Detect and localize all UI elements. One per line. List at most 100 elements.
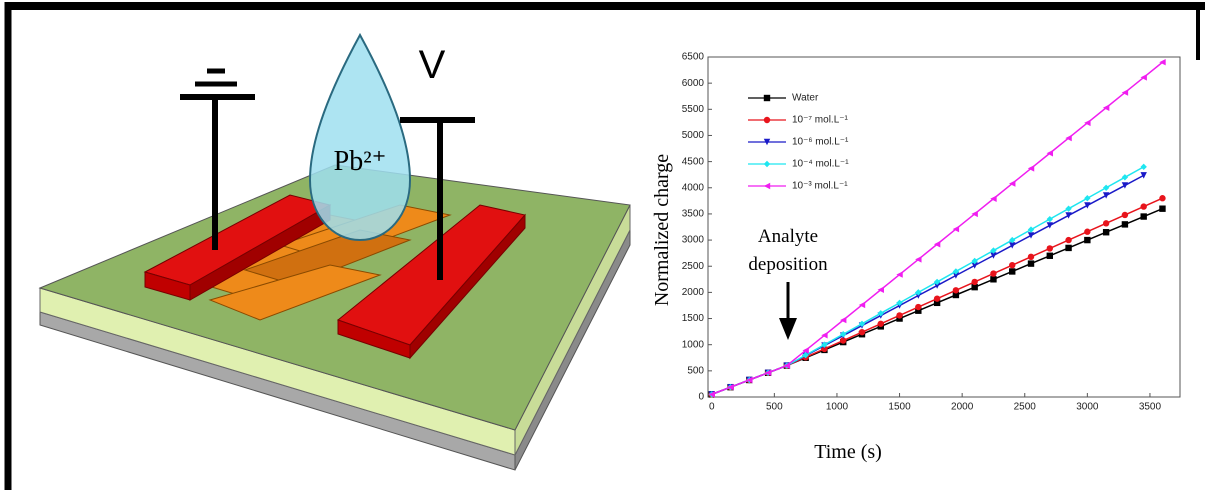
data-point	[708, 391, 715, 398]
data-point	[952, 225, 960, 233]
x-tick-label: 2000	[951, 402, 974, 413]
y-tick-label: 1000	[682, 339, 705, 350]
data-point	[1102, 192, 1110, 199]
data-point	[952, 287, 960, 294]
data-point	[990, 247, 997, 254]
data-point	[783, 362, 791, 369]
drop-label: Pb²⁺	[334, 146, 387, 177]
y-tick-label: 4500	[682, 156, 705, 167]
data-point	[971, 283, 978, 291]
data-point	[1027, 165, 1035, 172]
data-point	[1084, 195, 1091, 202]
annotation-arrowhead	[779, 318, 797, 340]
y-tick-label: 3500	[682, 209, 705, 220]
data-point	[1121, 174, 1129, 181]
data-point	[1084, 228, 1091, 235]
data-point	[1159, 195, 1166, 202]
data-point	[1102, 104, 1110, 111]
legend-label: Water	[792, 93, 819, 104]
legend-marker	[763, 160, 771, 168]
data-point	[1046, 245, 1053, 252]
y-tick-label: 4000	[682, 182, 705, 193]
data-point	[1140, 74, 1147, 81]
droplet	[308, 32, 412, 242]
y-tick-label: 6000	[682, 78, 705, 89]
y-tick-label: 2000	[682, 287, 705, 298]
channel	[208, 264, 382, 321]
data-point	[990, 276, 997, 283]
y-tick-label: 0	[698, 392, 704, 403]
y-tick-label: 1500	[682, 313, 705, 324]
data-point	[821, 332, 828, 339]
annotation: deposition	[748, 254, 828, 275]
data-point	[915, 256, 922, 263]
voltage-label: V	[419, 43, 446, 87]
electrode-right-front	[409, 213, 526, 360]
data-point	[877, 310, 884, 317]
data-point	[840, 331, 847, 338]
data-point	[1046, 215, 1053, 223]
data-point	[1046, 150, 1053, 157]
y-tick-label: 500	[687, 365, 704, 376]
x-tick-label: 1500	[888, 402, 911, 413]
y-tick-label: 5000	[682, 130, 705, 141]
data-point	[990, 270, 997, 277]
data-point	[802, 351, 809, 359]
data-point	[1140, 213, 1147, 220]
data-point	[1084, 119, 1091, 127]
data-point	[858, 320, 866, 327]
data-point	[746, 376, 753, 384]
data-point	[1159, 59, 1166, 66]
data-point	[764, 369, 772, 376]
data-point	[877, 320, 884, 327]
x-tick-label: 3000	[1076, 402, 1099, 413]
data-point	[727, 383, 734, 391]
data-point	[1121, 182, 1129, 189]
data-point	[1009, 242, 1016, 249]
data-point	[933, 299, 941, 307]
data-point	[1140, 172, 1147, 179]
x-tick-label: 2500	[1014, 402, 1037, 413]
data-point	[933, 282, 941, 289]
chart: Time (s) Normalized charge Analyte depos…	[651, 52, 1181, 463]
data-point	[933, 241, 941, 248]
data-point	[1009, 236, 1016, 244]
legend-label: 10⁻⁴ mol.L⁻¹	[792, 159, 849, 170]
data-point	[952, 268, 960, 275]
x-axis-label: Time (s)	[814, 441, 882, 463]
data-point	[840, 337, 847, 344]
y-tick-label: 6500	[682, 52, 705, 63]
data-point	[1009, 268, 1016, 275]
legend-label: 10⁻³ mol.L⁻¹	[792, 181, 848, 192]
x-tick-label: 0	[709, 402, 715, 413]
annotation: Analyte	[758, 226, 818, 247]
data-point	[896, 312, 903, 319]
data-point	[915, 303, 922, 311]
data-point	[821, 341, 828, 348]
data-point	[971, 210, 978, 218]
x-tick-label: 1000	[826, 402, 849, 413]
data-point	[1121, 211, 1129, 219]
data-point	[1102, 229, 1110, 236]
data-point	[1102, 220, 1110, 227]
data-point	[1084, 236, 1091, 244]
device-diagram: Pb²⁺ V	[38, 32, 631, 471]
data-point	[1065, 205, 1072, 212]
data-point	[858, 301, 866, 309]
data-point	[1065, 134, 1072, 142]
y-tick-label: 3000	[682, 235, 705, 246]
data-point	[971, 262, 978, 269]
data-point	[933, 295, 941, 302]
data-point	[802, 347, 809, 354]
data-point	[840, 316, 847, 324]
data-point	[971, 257, 978, 265]
data-point	[933, 278, 941, 286]
data-point	[1084, 202, 1091, 209]
legend-label: 10⁻⁶ mol.L⁻¹	[792, 137, 849, 148]
data-point	[877, 286, 884, 293]
data-point	[1121, 89, 1129, 96]
data-point	[1140, 203, 1147, 210]
data-point	[915, 307, 922, 314]
legend-marker	[763, 116, 771, 124]
legend-label: 10⁻⁷ mol.L⁻¹	[792, 115, 849, 126]
